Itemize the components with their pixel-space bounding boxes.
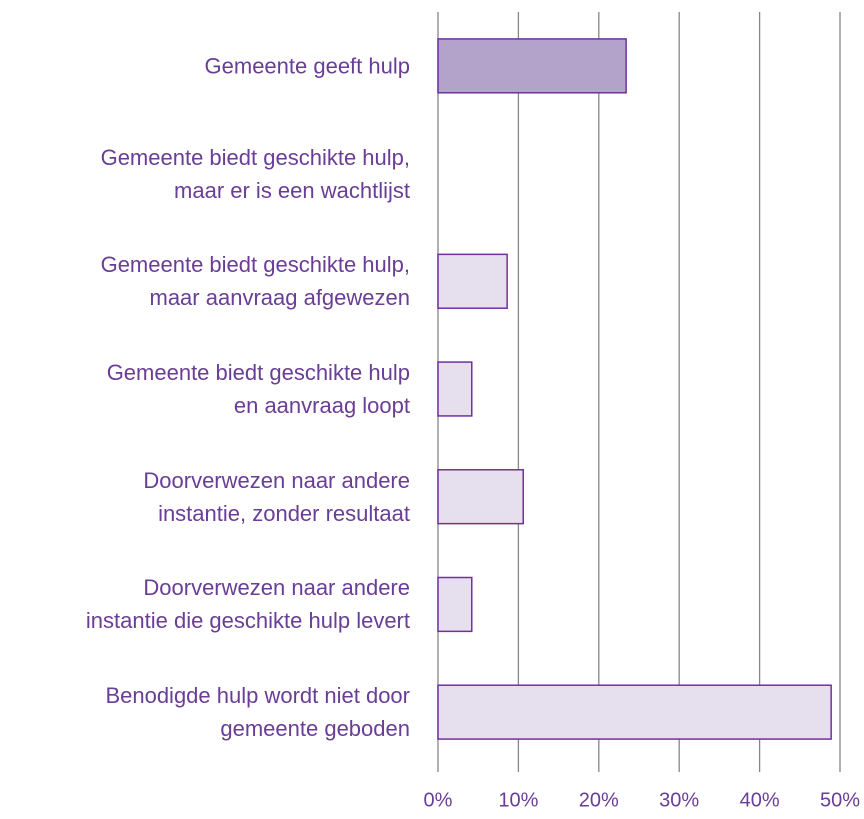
- y-tick-label: Benodigde hulp wordt niet door gemeente …: [105, 683, 410, 742]
- x-tick-label: 0%: [424, 789, 453, 811]
- bar: [437, 576, 473, 633]
- bar: [437, 469, 524, 525]
- y-tick-label: Doorverwezen naar andere instantie die g…: [85, 575, 410, 634]
- bar: [437, 38, 627, 94]
- x-tick-label: 40%: [740, 789, 780, 811]
- x-tick-label: 30%: [659, 789, 699, 811]
- bar: [437, 253, 508, 309]
- y-tick-label: Gemeente geeft hulp: [204, 53, 410, 79]
- bar: [437, 361, 473, 417]
- x-tick-label: 50%: [820, 789, 860, 811]
- x-tick-label: 10%: [498, 789, 538, 811]
- bar: [437, 684, 832, 740]
- y-tick-label: Gemeente biedt geschikte hulp en aanvraa…: [106, 360, 410, 418]
- y-tick-label: Doorverwezen naar andere instantie, zond…: [143, 467, 410, 526]
- y-tick-label: Gemeente biedt geschikte hulp, maar er i…: [100, 144, 410, 203]
- x-tick-label: 20%: [579, 789, 619, 811]
- y-tick-label: Gemeente biedt geschikte hulp, maar aanv…: [100, 252, 410, 311]
